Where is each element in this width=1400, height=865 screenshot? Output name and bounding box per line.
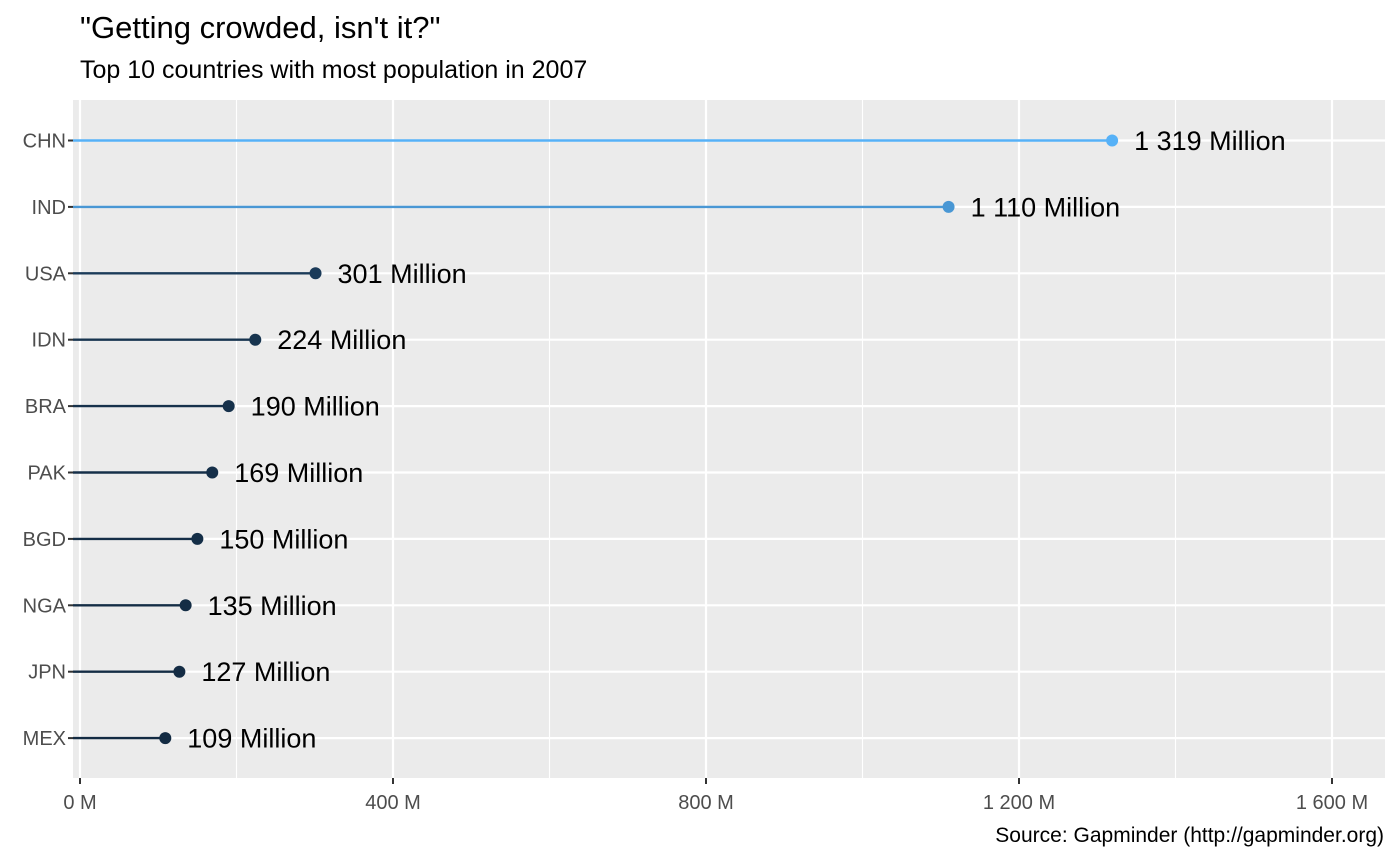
x-tick-label: 1 600 M (1296, 792, 1368, 814)
y-tick-label-usa: USA (25, 263, 67, 285)
x-tick-label: 1 200 M (983, 792, 1055, 814)
data-label-bgd: 150 Million (219, 524, 348, 554)
lollipop-dot-bra (222, 400, 235, 413)
lollipop-dot-idn (249, 333, 262, 346)
lollipop-dot-pak (206, 466, 219, 479)
lollipop-dot-bgd (191, 532, 204, 545)
y-tick-label-nga: NGA (23, 595, 67, 617)
lollipop-dot-usa (309, 267, 322, 280)
chart-caption: Source: Gapminder (http://gapminder.org) (995, 824, 1384, 847)
data-label-pak: 169 Million (234, 458, 363, 488)
lollipop-dot-nga (179, 599, 192, 612)
y-tick-label-ind: IND (32, 197, 66, 219)
chart-subtitle: Top 10 countries with most population in… (80, 56, 588, 84)
lollipop-dot-mex (159, 732, 172, 745)
y-tick-label-jpn: JPN (28, 662, 66, 684)
data-label-nga: 135 Million (208, 591, 337, 621)
data-label-ind: 1 110 Million (971, 192, 1121, 222)
lollipop-dot-jpn (173, 665, 186, 678)
data-label-jpn: 127 Million (201, 657, 330, 687)
x-tick-label: 800 M (678, 792, 734, 814)
x-tick-label: 400 M (365, 792, 421, 814)
data-label-usa: 301 Million (338, 259, 467, 289)
data-label-chn: 1 319 Million (1134, 126, 1286, 156)
chart-title: "Getting crowded, isn't it?" (80, 10, 441, 45)
data-label-mex: 109 Million (187, 724, 316, 754)
data-label-bra: 190 Million (251, 392, 380, 422)
y-tick-label-mex: MEX (23, 728, 66, 750)
lollipop-dot-chn (1106, 134, 1119, 147)
y-tick-label-idn: IDN (32, 330, 66, 352)
y-tick-label-bra: BRA (25, 396, 67, 418)
x-tick-label: 0 M (63, 792, 96, 814)
y-tick-label-pak: PAK (27, 463, 66, 485)
data-label-idn: 224 Million (277, 325, 406, 355)
lollipop-dot-ind (942, 200, 955, 213)
y-tick-label-bgd: BGD (23, 529, 66, 551)
plot-panel (73, 100, 1385, 778)
y-tick-label-chn: CHN (23, 131, 66, 153)
